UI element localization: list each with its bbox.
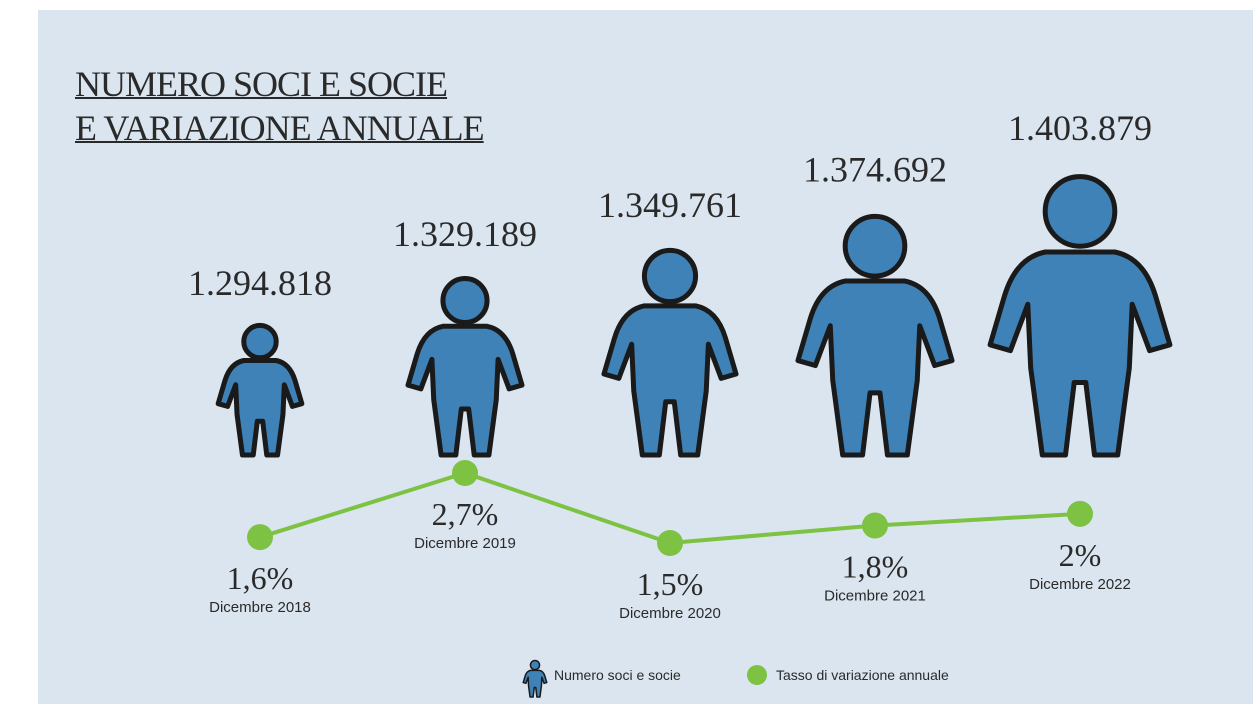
person-body [408,326,522,455]
person-head [244,325,276,357]
person-body [798,281,952,455]
person-head [845,216,905,276]
legend-swatch [747,665,767,685]
person-head [443,279,487,323]
person-head [644,250,695,301]
person-body [604,306,736,455]
person-body [218,361,302,456]
person-icon [990,177,1170,455]
line-point [452,460,478,486]
category-label: Dicembre 2020 [619,605,721,622]
line-point [862,512,888,539]
value-label: 1.294.818 [188,263,332,303]
rate-label: 2% [1059,537,1102,573]
person-icon [408,279,522,455]
category-label: Dicembre 2019 [414,535,516,552]
person-body [990,252,1170,455]
chart-title: NUMERO SOCI E SOCIE E VARIAZIONE ANNUALE [75,64,485,148]
person-icon [798,216,952,455]
person-icon [604,250,736,455]
rate-label: 1,5% [637,566,704,602]
rate-label: 1,6% [227,560,294,596]
person-head [1045,177,1115,247]
category-label: Dicembre 2021 [824,588,926,605]
rate-label: 1,8% [842,549,909,585]
value-label: 1.403.879 [1008,108,1152,148]
line-point [1067,500,1093,527]
line-point [657,530,683,556]
legend-icon [523,661,547,697]
value-label: 1.374.692 [803,149,947,189]
value-label: 1.329.189 [393,214,537,254]
line-point [247,524,273,551]
person-icon [218,325,302,455]
category-label: Dicembre 2018 [209,599,311,616]
person-body [523,670,547,697]
category-label: Dicembre 2022 [1029,576,1131,593]
legend-label: Tasso di variazione annuale [776,667,949,683]
value-label: 1.349.761 [598,185,742,225]
legend-label: Numero soci e socie [554,667,681,683]
rate-label: 2,7% [432,496,499,532]
person-head [530,661,539,670]
